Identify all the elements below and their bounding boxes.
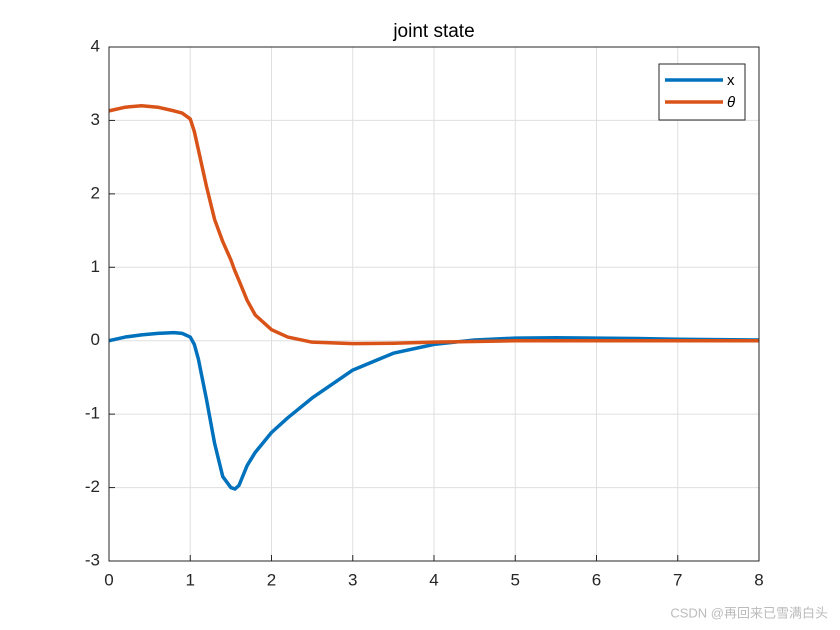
y-tick-label: 0 bbox=[91, 330, 100, 349]
x-tick-label: 0 bbox=[104, 570, 113, 589]
legend-label: θ bbox=[727, 94, 735, 111]
legend-label: x bbox=[727, 72, 735, 89]
y-tick-label: -1 bbox=[85, 404, 100, 423]
legend: xθ bbox=[658, 63, 746, 121]
plot-area bbox=[108, 103, 760, 491]
x-tick-label: 1 bbox=[186, 570, 195, 589]
x-tick-label: 2 bbox=[267, 570, 276, 589]
x-tick-label: 7 bbox=[673, 570, 682, 589]
chart-title: joint state bbox=[392, 21, 474, 42]
x-tick-label: 4 bbox=[429, 570, 438, 589]
y-tick-label: 4 bbox=[91, 36, 100, 55]
y-tick-label: 2 bbox=[91, 183, 100, 202]
series-line bbox=[108, 103, 759, 346]
series-line bbox=[108, 330, 760, 491]
y-tick-label: 1 bbox=[91, 257, 100, 276]
watermark: CSDN @再回来已雪满白头 bbox=[670, 605, 828, 620]
y-tick-label: -3 bbox=[85, 550, 100, 569]
axes-box bbox=[108, 46, 760, 562]
y-tick-label: 3 bbox=[91, 110, 100, 129]
x-tick-label: 6 bbox=[592, 570, 601, 589]
y-tick-label: -2 bbox=[85, 477, 100, 496]
x-tick-label: 8 bbox=[754, 570, 763, 589]
legend-box bbox=[658, 63, 746, 121]
x-tick-label: 5 bbox=[511, 570, 520, 589]
x-tick-label: 3 bbox=[348, 570, 357, 589]
